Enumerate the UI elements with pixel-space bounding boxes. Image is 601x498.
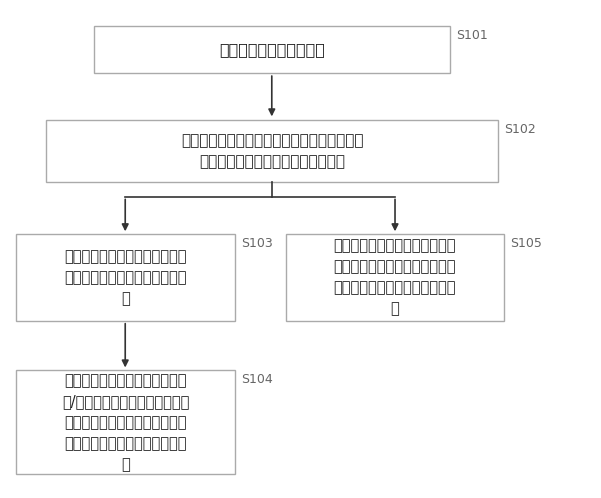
Text: S105: S105 [510, 237, 542, 249]
FancyBboxPatch shape [16, 234, 235, 321]
FancyBboxPatch shape [46, 120, 498, 182]
Text: S102: S102 [504, 123, 535, 136]
Text: 根据差值调节激光器的偏置电流
和/或工作温度，并返回采集光电
探测器探测到的吸收波形数据的
步骤，直至差值小于预设差值阈
值: 根据差值调节激光器的偏置电流 和/或工作温度，并返回采集光电 探测器探测到的吸收… [62, 373, 189, 472]
Text: 若不存在吸收峰，则调节激光器
的工作温度，并返回采集光电探
测器探测到的吸收波形数据的步
骤: 若不存在吸收峰，则调节激光器 的工作温度，并返回采集光电探 测器探测到的吸收波形… [334, 239, 456, 316]
FancyBboxPatch shape [16, 371, 235, 474]
FancyBboxPatch shape [285, 234, 504, 321]
Text: S104: S104 [240, 373, 272, 386]
Text: S103: S103 [240, 237, 272, 249]
Text: 初始化激光器的工作温度: 初始化激光器的工作温度 [219, 42, 325, 57]
Text: 采集光电探测器探测到的吸收波形数据，并根
据吸收波形数据判断是否存在吸收峰: 采集光电探测器探测到的吸收波形数据，并根 据吸收波形数据判断是否存在吸收峰 [181, 133, 364, 169]
Text: 若存在，则计算吸收峰位置与吸
收波形数据的中心位置之间的差
值: 若存在，则计算吸收峰位置与吸 收波形数据的中心位置之间的差 值 [64, 249, 187, 306]
Text: S101: S101 [456, 28, 488, 42]
FancyBboxPatch shape [94, 26, 450, 73]
